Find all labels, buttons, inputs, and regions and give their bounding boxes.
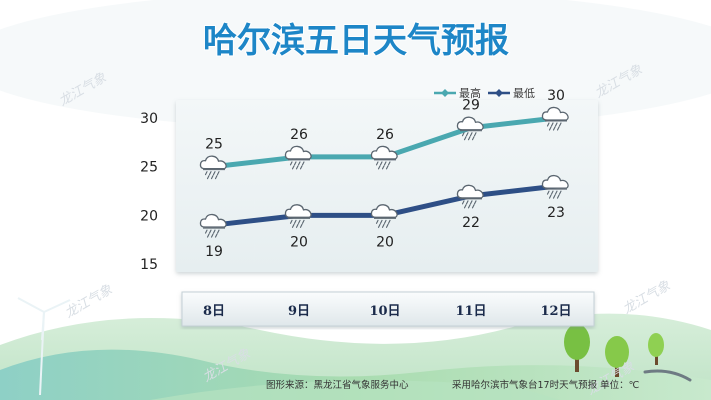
x-tick-label: 10日 [369,304,400,319]
x-tick-label: 9日 [288,304,310,319]
x-tick-label: 8日 [203,304,225,319]
legend-label-low: 最低 [513,87,535,100]
x-tick-label: 12日 [540,304,571,319]
legend-item-low: 最低 [488,87,535,100]
y-tick-label: 15 [140,257,158,273]
data-label-low: 20 [290,234,308,250]
data-label-high: 26 [376,127,394,143]
page-title: 哈尔滨五日天气预报 [203,21,509,61]
wind-turbine-icon [17,297,71,396]
data-label-high: 30 [547,88,565,104]
series-layer: 25 26 26 29 30 19 20 20 22 23 [199,88,569,260]
y-tick-label: 25 [140,160,158,176]
date-band [181,291,595,327]
footer-note: 采用哈尔滨市气象台17时天气预报 单位：℃ [452,379,640,391]
legend-item-high: 最高 [434,86,481,100]
data-label-low: 23 [547,205,565,221]
data-label-low: 19 [205,244,223,260]
data-label-low: 22 [462,215,480,231]
data-label-high: 26 [290,127,308,143]
y-axis: 15 20 25 30 [140,111,158,273]
y-tick-label: 20 [140,208,158,224]
y-tick-label: 30 [140,111,158,127]
data-label-high: 25 [205,137,223,153]
x-tick-label: 11日 [455,304,486,319]
legend-label-high: 最高 [459,86,481,100]
chart-panel [176,100,598,272]
data-label-high: 29 [462,98,480,114]
footer-source: 图形来源：黑龙江省气象服务中心 [266,379,409,391]
data-label-low: 20 [376,234,394,250]
x-axis: 8日 9日 10日 11日 12日 [203,304,572,319]
legend: 最高 最低 [434,86,535,100]
trees-icon [564,324,692,382]
